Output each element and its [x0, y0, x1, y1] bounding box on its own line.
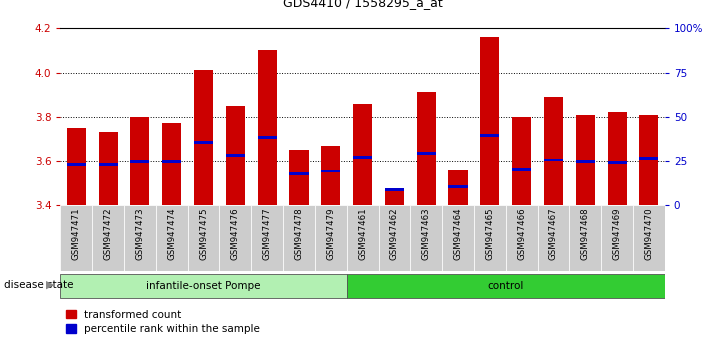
Bar: [347, 274, 665, 298]
Bar: [570, 205, 602, 271]
Bar: [481, 37, 499, 205]
Bar: [226, 154, 245, 157]
Bar: [410, 205, 442, 271]
Bar: [512, 117, 531, 205]
Bar: [544, 97, 563, 205]
Text: GSM947477: GSM947477: [262, 207, 272, 260]
Text: ▶: ▶: [46, 280, 55, 290]
Text: GSM947461: GSM947461: [358, 207, 367, 260]
Bar: [130, 160, 149, 162]
Text: GSM947474: GSM947474: [167, 207, 176, 260]
Bar: [417, 92, 436, 205]
Bar: [321, 170, 341, 172]
Bar: [385, 188, 404, 191]
Bar: [289, 172, 309, 175]
Bar: [481, 134, 499, 137]
Bar: [506, 205, 538, 271]
Bar: [99, 163, 118, 166]
Bar: [633, 205, 665, 271]
Bar: [512, 169, 531, 171]
Text: GDS4410 / 1558295_a_at: GDS4410 / 1558295_a_at: [283, 0, 442, 9]
Text: GSM947464: GSM947464: [454, 207, 463, 260]
Bar: [251, 205, 283, 271]
Bar: [639, 115, 658, 205]
Text: GSM947476: GSM947476: [231, 207, 240, 260]
Text: GSM947462: GSM947462: [390, 207, 399, 260]
Bar: [417, 152, 436, 155]
Bar: [442, 205, 474, 271]
Bar: [353, 156, 372, 159]
Bar: [474, 205, 506, 271]
Text: GSM947465: GSM947465: [486, 207, 494, 260]
Bar: [347, 205, 378, 271]
Bar: [449, 170, 468, 205]
Text: GSM947468: GSM947468: [581, 207, 589, 260]
Bar: [283, 205, 315, 271]
Text: GSM947472: GSM947472: [104, 207, 112, 260]
Text: GSM947470: GSM947470: [644, 207, 653, 260]
Text: GSM947475: GSM947475: [199, 207, 208, 260]
Text: GSM947469: GSM947469: [613, 207, 621, 260]
Bar: [607, 161, 626, 164]
Text: infantile-onset Pompe: infantile-onset Pompe: [146, 281, 261, 291]
Bar: [67, 163, 86, 166]
Text: GSM947473: GSM947473: [136, 207, 144, 260]
Bar: [99, 132, 118, 205]
Text: GSM947479: GSM947479: [326, 207, 336, 260]
Bar: [92, 205, 124, 271]
Bar: [289, 150, 309, 205]
Text: GSM947478: GSM947478: [294, 207, 304, 260]
Text: GSM947467: GSM947467: [549, 207, 558, 260]
Bar: [602, 205, 633, 271]
Bar: [353, 104, 372, 205]
Bar: [315, 205, 347, 271]
Bar: [124, 205, 156, 271]
Bar: [449, 185, 468, 188]
Bar: [60, 274, 347, 298]
Bar: [188, 205, 220, 271]
Bar: [194, 141, 213, 144]
Bar: [257, 136, 277, 139]
Bar: [385, 190, 404, 205]
Bar: [60, 205, 92, 271]
Bar: [321, 145, 341, 205]
Bar: [576, 160, 595, 162]
Text: control: control: [488, 281, 524, 291]
Bar: [607, 113, 626, 205]
Bar: [156, 205, 188, 271]
Bar: [257, 51, 277, 205]
Text: GSM947466: GSM947466: [517, 207, 526, 260]
Text: disease state: disease state: [4, 280, 73, 290]
Text: GSM947463: GSM947463: [422, 207, 431, 260]
Bar: [378, 205, 410, 271]
Bar: [544, 159, 563, 161]
Bar: [639, 158, 658, 160]
Bar: [162, 124, 181, 205]
Bar: [194, 70, 213, 205]
Bar: [67, 128, 86, 205]
Bar: [576, 115, 595, 205]
Bar: [220, 205, 251, 271]
Legend: transformed count, percentile rank within the sample: transformed count, percentile rank withi…: [65, 310, 260, 334]
Bar: [226, 106, 245, 205]
Text: GSM947471: GSM947471: [72, 207, 81, 260]
Bar: [538, 205, 570, 271]
Bar: [130, 117, 149, 205]
Bar: [162, 160, 181, 162]
